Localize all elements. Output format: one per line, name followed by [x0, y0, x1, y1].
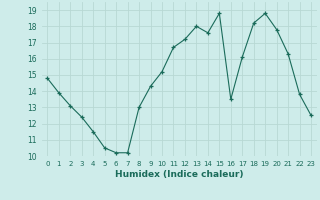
X-axis label: Humidex (Indice chaleur): Humidex (Indice chaleur) [115, 170, 244, 179]
